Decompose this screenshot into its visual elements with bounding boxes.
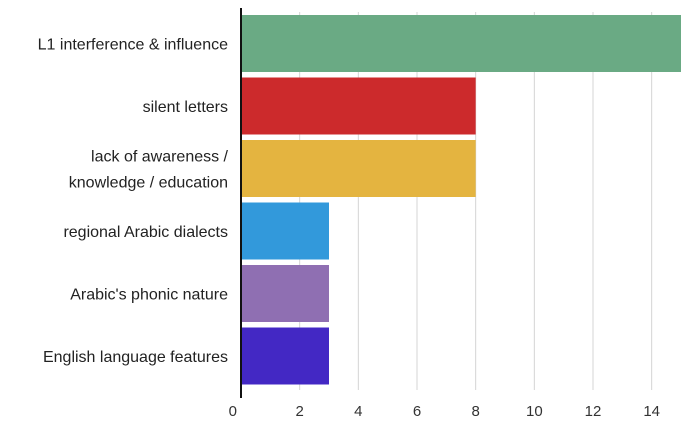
x-tick-14: 14 <box>643 403 660 420</box>
x-tick-0: 0 <box>229 403 237 420</box>
bar-5 <box>241 265 329 322</box>
bars <box>241 15 681 385</box>
bar-2 <box>241 77 476 135</box>
x-tick-2: 2 <box>295 403 303 420</box>
category-label-5: Arabic's phonic nature <box>70 287 228 304</box>
x-tick-8: 8 <box>471 403 479 420</box>
bar-6 <box>241 327 329 385</box>
x-tick-labels: 0 2 4 6 8 10 12 14 <box>229 403 660 420</box>
x-tick-6: 6 <box>413 403 421 420</box>
category-labels: L1 interference & influence silent letter… <box>38 37 229 367</box>
category-label-6: English language features <box>43 349 228 366</box>
category-label-3-line-2: knowledge / education <box>69 175 228 192</box>
bar-4 <box>241 202 329 260</box>
x-tick-12: 12 <box>585 403 602 420</box>
category-label-2: silent letters <box>143 99 228 116</box>
category-label-3-line-1: lack of awareness / <box>91 149 229 166</box>
x-tick-10: 10 <box>526 403 543 420</box>
category-label-4: regional Arabic dialects <box>63 224 228 241</box>
x-tick-4: 4 <box>354 403 362 420</box>
category-label-1: L1 interference & influence <box>38 37 228 54</box>
gridlines <box>299 12 653 390</box>
bar-1 <box>241 15 681 72</box>
bar-3 <box>241 140 476 197</box>
